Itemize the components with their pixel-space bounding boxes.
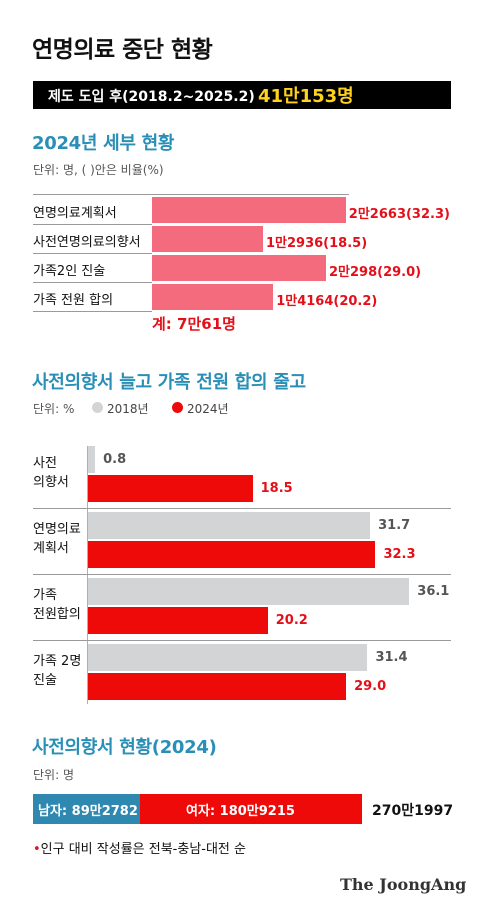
chart1-bar: [152, 226, 263, 252]
publisher-logo: The JoongAng: [340, 875, 467, 894]
banner-value: 41만153명: [258, 86, 354, 107]
male-segment: [33, 794, 140, 824]
chart2-category-label: 의향서: [33, 475, 69, 490]
chart2-category-label: 전원합의: [33, 607, 81, 622]
chart2-category-label: 연명의료: [33, 522, 81, 537]
chart2-bar-2018: [88, 644, 368, 671]
chart1-bar: [152, 284, 274, 310]
chart1-divider: [33, 311, 152, 312]
chart2-category-label: 진술: [33, 673, 57, 688]
legend-2018-swatch: [92, 402, 103, 413]
legend-2018-label: 2018년: [107, 402, 149, 416]
section1-unit: 단위: 명, ( )안은 비율(%): [33, 163, 164, 177]
chart1-category-label: 연명의료계획서: [33, 206, 117, 221]
section3-unit: 단위: 명: [33, 768, 74, 782]
chart1-divider: [33, 224, 152, 225]
chart2-separator: [33, 574, 451, 575]
chart1-bar: [152, 197, 346, 223]
chart2-bar-2018: [88, 578, 410, 605]
chart2-axis: [87, 446, 88, 704]
footnote-bullet: •: [33, 842, 41, 857]
chart1-divider: [33, 194, 349, 195]
section2-title: 사전의향서 늘고 가족 전원 합의 줄고: [32, 372, 306, 393]
chart2-value-2018: 36.1: [417, 584, 450, 599]
chart2-category-label: 계획서: [33, 541, 69, 556]
chart2-separator: [33, 508, 451, 509]
section3-title: 사전의향서 현황(2024): [32, 737, 217, 758]
chart2-value-2024: 29.0: [354, 679, 387, 694]
chart2-bar-2024: [88, 607, 268, 634]
section1-total: 계: 7만61명: [152, 315, 236, 333]
chart2-value-2018: 31.7: [378, 518, 411, 533]
chart1-bar: [152, 255, 326, 281]
female-label: 여자: 180만9215: [186, 804, 295, 819]
chart2-category-label: 가족: [33, 588, 57, 603]
page-title: 연명의료 중단 현황: [32, 37, 213, 63]
chart1-value-label: 1만2936(18.5): [266, 236, 368, 251]
chart2-value-2024: 32.3: [383, 547, 416, 562]
chart1-category-label: 가족2인 진술: [33, 264, 106, 279]
chart2-value-2018: 31.4: [375, 650, 408, 665]
chart2-category-label: 사전: [33, 456, 57, 471]
chart1-value-label: 2만2663(32.3): [348, 207, 450, 222]
chart2-bar-2018: [88, 446, 96, 473]
legend-2024-swatch: [172, 402, 183, 413]
section2-unit: 단위: %: [33, 402, 75, 416]
chart2-category-label: 가족 2명: [33, 654, 82, 669]
chart2-bar-2024: [88, 475, 253, 502]
male-label: 남자: 89만2782: [38, 804, 138, 819]
chart1-category-label: 사전연명의료의향서: [33, 235, 141, 250]
chart1-divider: [33, 253, 152, 254]
total-label: 270만1997: [372, 803, 454, 819]
chart2-value-2018: 0.8: [103, 452, 127, 467]
footnote-text: 인구 대비 작성률은 전북-충남-대전 순: [40, 842, 246, 857]
chart2-bar-2018: [88, 512, 371, 539]
chart2-bar-2024: [88, 673, 347, 700]
chart1-category-label: 가족 전원 합의: [33, 293, 114, 308]
chart2-value-2024: 18.5: [260, 481, 293, 496]
chart2-separator: [33, 640, 451, 641]
chart2-bar-2024: [88, 541, 376, 568]
banner-label: 제도 도입 후(2018.2~2025.2): [48, 89, 255, 105]
section1-title: 2024년 세부 현황: [32, 133, 175, 154]
chart2-value-2024: 20.2: [275, 613, 308, 628]
chart1-value-label: 1만4164(20.2): [276, 294, 378, 309]
chart1-value-label: 2만298(29.0): [329, 265, 422, 280]
summary-banner: [33, 81, 451, 109]
chart1-divider: [33, 282, 152, 283]
legend-2024-label: 2024년: [187, 402, 229, 416]
female-segment: [140, 794, 362, 824]
footnote: •인구 대비 작성률은 전북-충남-대전 순: [33, 838, 246, 857]
